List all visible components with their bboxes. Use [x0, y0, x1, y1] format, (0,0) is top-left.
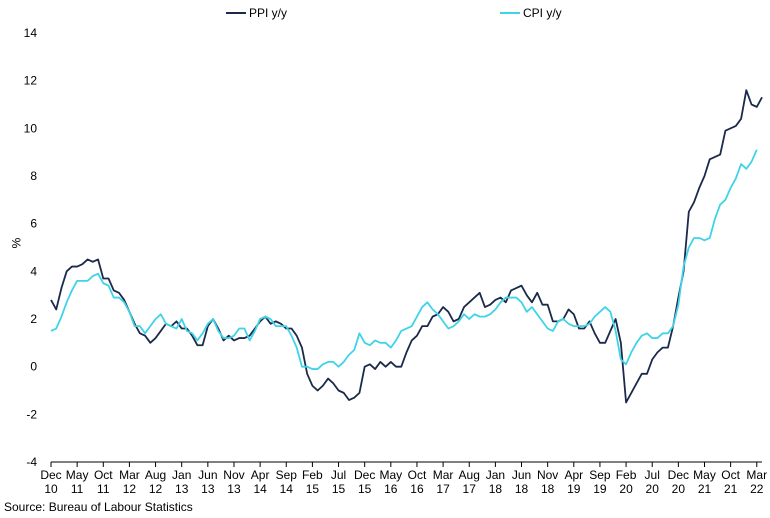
x-tick-label-year: 17: [436, 482, 450, 496]
x-tick-label-year: 18: [515, 482, 529, 496]
x-tick-label-month: Apr: [564, 468, 583, 482]
x-tick-label-month: Aug: [145, 468, 166, 482]
legend-swatch-cpi: [500, 12, 520, 14]
y-tick-label: -4: [26, 455, 37, 469]
x-tick-label-year: 16: [384, 482, 398, 496]
x-tick-label-year: 19: [593, 482, 607, 496]
x-tick-label-year: 11: [97, 482, 110, 496]
x-tick-label-month: Jul: [331, 468, 346, 482]
x-tick-label-year: 15: [332, 482, 346, 496]
x-tick-label-year: 12: [149, 482, 163, 496]
x-tick-label-month: Mar: [119, 468, 140, 482]
y-tick-label: 2: [30, 312, 37, 326]
x-tick-label-month: Jun: [198, 468, 217, 482]
x-tick-label-year: 13: [227, 482, 241, 496]
x-tick-label-year: 21: [698, 482, 712, 496]
x-tick-label-year: 15: [358, 482, 372, 496]
x-tick-label-year: 18: [489, 482, 503, 496]
legend-label-cpi: CPI y/y: [523, 6, 562, 20]
x-tick-label-month: Nov: [537, 468, 558, 482]
x-tick-label-year: 20: [672, 482, 686, 496]
x-tick-label-year: 16: [410, 482, 424, 496]
x-tick-label-year: 22: [750, 482, 764, 496]
x-tick-label-year: 20: [646, 482, 660, 496]
x-tick-label-month: Oct: [94, 468, 113, 482]
x-tick-label-month: May: [379, 468, 402, 482]
legend-item-ppi: PPI y/y: [226, 6, 287, 20]
legend-label-ppi: PPI y/y: [249, 6, 288, 20]
x-tick-label-month: Dec: [668, 468, 689, 482]
x-tick-label-month: Jul: [645, 468, 660, 482]
y-tick-label: 14: [24, 26, 38, 40]
x-tick-label-month: Mar: [433, 468, 454, 482]
series-line-ppi: [50, 89, 763, 404]
x-tick-label-month: Jan: [486, 468, 505, 482]
x-tick-label-month: Feb: [302, 468, 323, 482]
x-tick-label-year: 19: [567, 482, 581, 496]
x-tick-label-month: Oct: [408, 468, 427, 482]
series-line-cpi: [50, 149, 758, 370]
x-tick-label-year: 13: [201, 482, 215, 496]
x-tick-label-year: 20: [619, 482, 633, 496]
x-tick-label-month: Aug: [459, 468, 480, 482]
x-tick-label-year: 18: [541, 482, 555, 496]
x-tick-label-year: 13: [175, 482, 189, 496]
y-tick-label: 10: [24, 121, 38, 135]
x-tick-label-year: 14: [253, 482, 267, 496]
x-tick-label-month: Jan: [172, 468, 191, 482]
x-tick-label-month: Nov: [223, 468, 244, 482]
x-tick-label-year: 11: [71, 482, 84, 496]
legend-item-cpi: CPI y/y: [500, 6, 562, 20]
x-tick-label-month: Apr: [251, 468, 270, 482]
y-tick-label: 0: [30, 360, 37, 374]
x-tick-label-month: Sep: [276, 468, 298, 482]
x-tick-label-year: 21: [724, 482, 738, 496]
legend-swatch-ppi: [226, 12, 246, 14]
x-tick-label-month: Dec: [354, 468, 375, 482]
x-tick-label-year: 12: [123, 482, 137, 496]
x-tick-label-year: 15: [306, 482, 320, 496]
x-tick-label-month: Mar: [746, 468, 767, 482]
x-tick-label-month: Jun: [512, 468, 531, 482]
x-tick-label-year: 14: [280, 482, 294, 496]
x-tick-label-month: Feb: [616, 468, 637, 482]
x-tick-label-month: Sep: [589, 468, 611, 482]
y-tick-label: 4: [30, 264, 37, 278]
x-tick-label-month: Dec: [40, 468, 61, 482]
x-tick-label-month: May: [66, 468, 89, 482]
y-tick-label: 6: [30, 217, 37, 231]
x-tick-label-year: 17: [463, 482, 477, 496]
x-tick-label-year: 10: [44, 482, 58, 496]
source-note: Source: Bureau of Labour Statistics: [4, 500, 193, 514]
x-tick-label-month: May: [693, 468, 716, 482]
y-tick-label: -2: [26, 407, 37, 421]
y-tick-label: 8: [30, 169, 37, 183]
y-tick-label: 12: [24, 74, 38, 88]
x-tick-label-month: Oct: [721, 468, 740, 482]
